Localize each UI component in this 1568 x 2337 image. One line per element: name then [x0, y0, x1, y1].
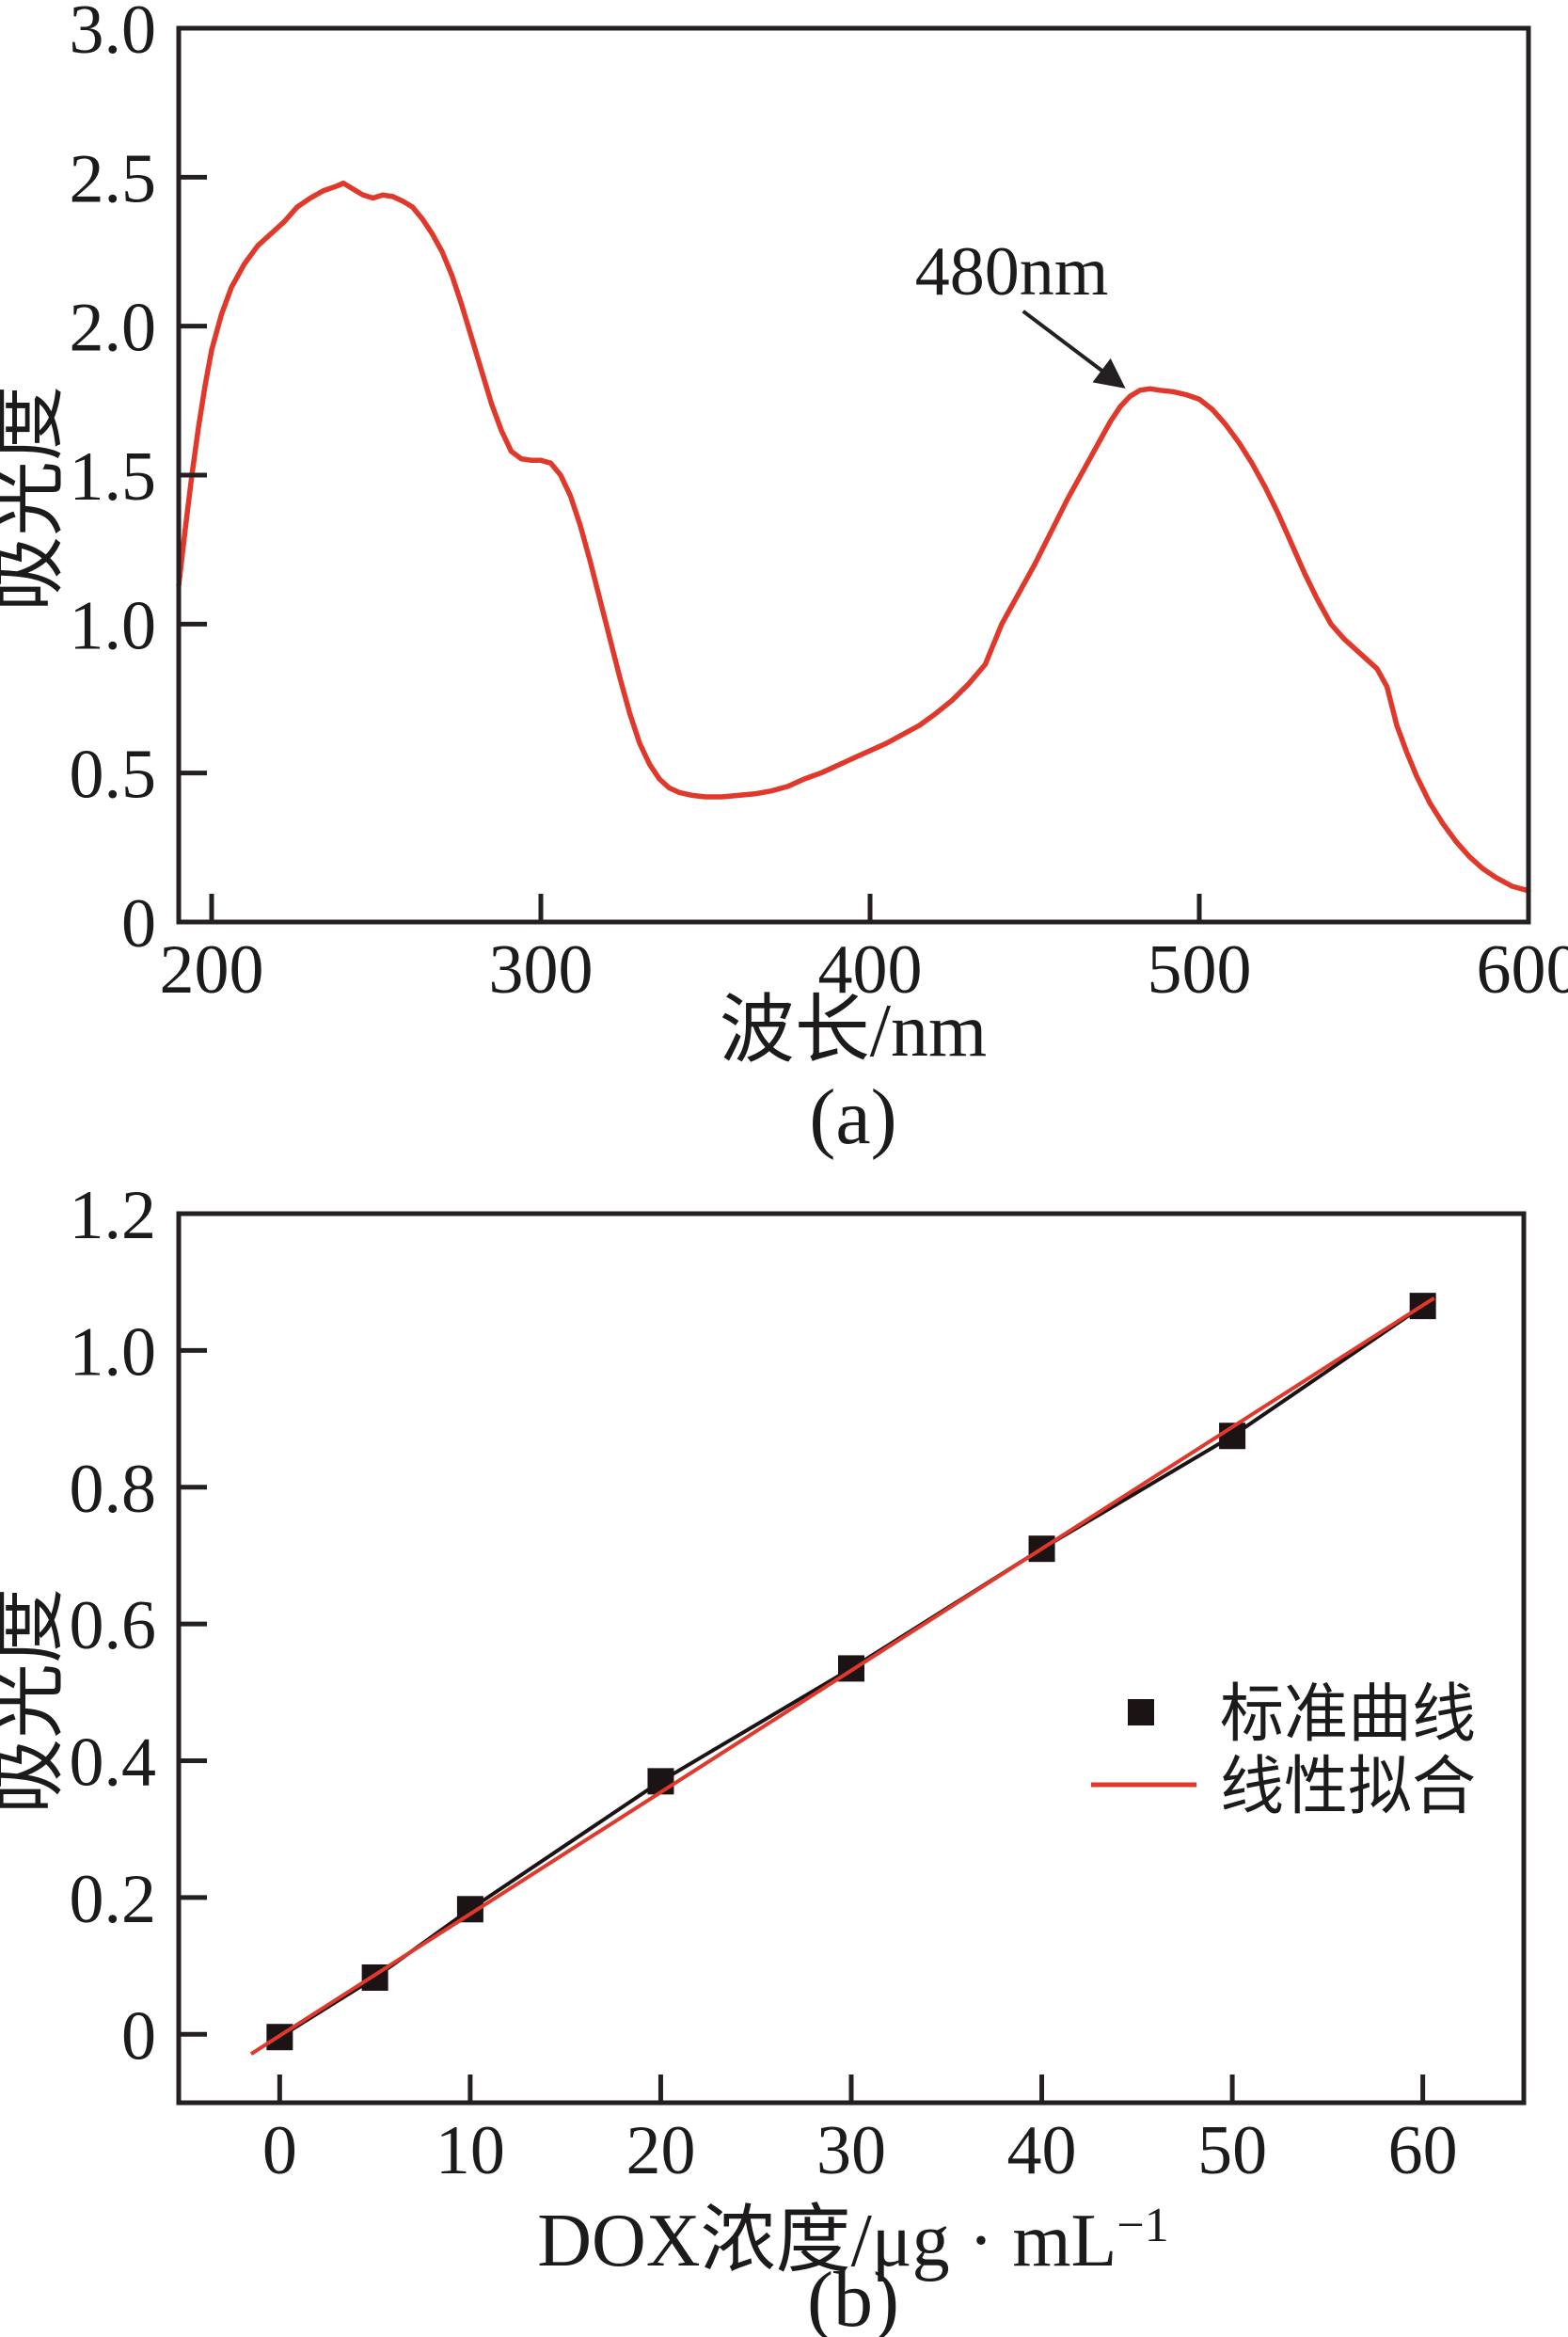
- calibration-series-group: [249, 1293, 1436, 2056]
- panel-b-calibration-curve: 0 10 20 30 40 50 60 0 0.2 0.4 0.6 0.8 1.0 1.2 吸光度 DOX…: [0, 1177, 1527, 2337]
- x-tick-label-500: 500: [1148, 931, 1252, 1009]
- y-tick-label-2.5: 2.5: [70, 140, 157, 217]
- legend-label-standard-curve: 标准曲线: [1220, 1678, 1476, 1750]
- x-tick-label-20: 20: [626, 2112, 695, 2189]
- legend-square-marker: [1128, 1699, 1154, 1725]
- axis-ticks-b: 0 10 20 30 40 50 60 0 0.2 0.4 0.6 0.8 1.0 1.2: [70, 1177, 1458, 2189]
- x-tick-label-300: 300: [489, 931, 594, 1009]
- y-tick-label-1.5: 1.5: [70, 438, 157, 516]
- x-tick-label-400: 400: [818, 931, 923, 1009]
- y-tick-label-0.5: 0.5: [70, 737, 157, 814]
- legend: 标准曲线 线性拟合: [1091, 1678, 1476, 1822]
- y-tick-label-0.8: 0.8: [70, 1451, 157, 1528]
- panel-b-caption: (b): [807, 2256, 899, 2337]
- panel-a-uvvis-spectrum: 200 300 400 500 600 0 0.5 1.0 1.5 2.0 2.5 3.0 吸光度 波…: [0, 0, 1568, 1161]
- x-axis-title-a: 波长/nm: [720, 990, 987, 1073]
- x-tick-label-10: 10: [436, 2112, 505, 2189]
- y-tick-label-2.0: 2.0: [70, 290, 157, 367]
- y-tick-label-0: 0: [121, 885, 156, 962]
- x-tick-label-30: 30: [816, 2112, 886, 2189]
- x-axis-title-b: DOX浓度/μg · mL−1: [537, 2199, 1169, 2282]
- x-tick-label-60: 60: [1388, 2112, 1458, 2189]
- annotation-480nm-label: 480nm: [915, 233, 1109, 310]
- y-tick-label-3.0: 3.0: [70, 0, 157, 69]
- y-tick-label-1.0: 1.0: [70, 587, 157, 664]
- legend-label-linear-fit: 线性拟合: [1220, 1751, 1476, 1822]
- axis-ticks-a: 200 300 400 500 600 0 0.5 1.0 1.5 2.0 2.5 3.0: [70, 0, 1568, 1009]
- y-tick-label-0.6: 0.6: [70, 1587, 157, 1664]
- plot-frame-a: [176, 25, 1531, 925]
- x-tick-label-40: 40: [1007, 2112, 1077, 2189]
- spectrum-curve-group: [176, 180, 1531, 894]
- y-tick-label-0.4: 0.4: [70, 1725, 157, 1802]
- y-axis-title-a: 吸光度: [0, 386, 71, 612]
- linear-fit-line: [249, 1296, 1435, 2056]
- annotation-arrow: [1022, 310, 1126, 389]
- x-tick-label-0: 0: [262, 2112, 297, 2189]
- y-tick-label-1.2: 1.2: [70, 1177, 157, 1254]
- panel-a-caption: (a): [809, 1073, 896, 1161]
- y-tick-label-1.0: 1.0: [70, 1313, 157, 1391]
- x-tick-label-600: 600: [1477, 931, 1568, 1009]
- x-tick-label-200: 200: [160, 931, 264, 1009]
- y-tick-label-0.2: 0.2: [70, 1861, 157, 1938]
- x-tick-label-50: 50: [1197, 2112, 1267, 2189]
- absorption-spectrum-curve: [176, 180, 1531, 894]
- y-tick-label-0: 0: [121, 1997, 156, 2075]
- y-axis-title-b: 吸光度: [0, 1588, 71, 1814]
